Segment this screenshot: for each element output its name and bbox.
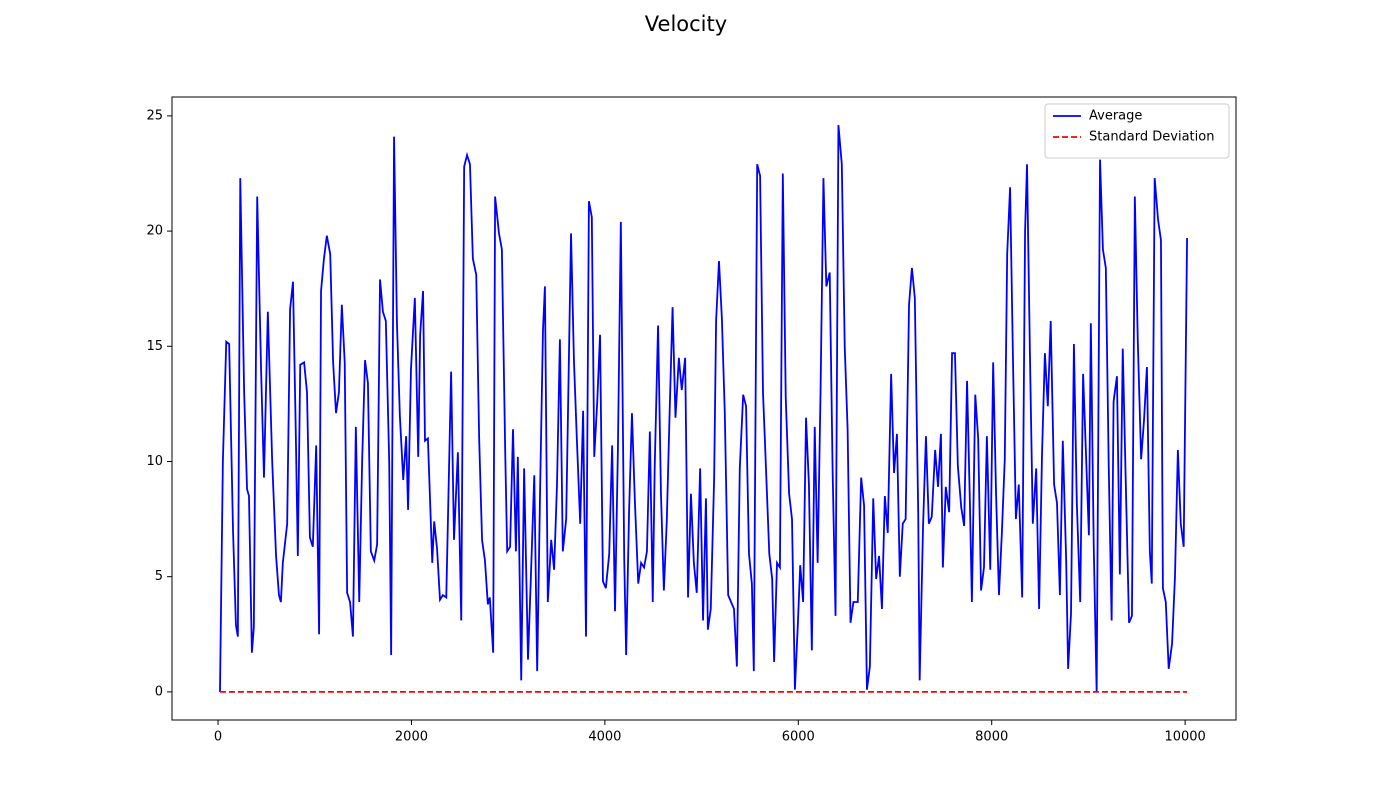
legend-label: Average bbox=[1089, 109, 1142, 124]
x-tick-label: 8000 bbox=[975, 730, 1008, 745]
x-tick-label: 10000 bbox=[1164, 730, 1205, 745]
y-tick-label: 15 bbox=[146, 339, 163, 354]
x-tick-label: 2000 bbox=[395, 730, 428, 745]
y-tick-label: 0 bbox=[155, 684, 163, 699]
legend-box bbox=[1044, 103, 1230, 159]
chart-title: Velocity bbox=[645, 12, 727, 36]
legend-label: Standard Deviation bbox=[1089, 130, 1214, 145]
plot-frame bbox=[171, 96, 1237, 721]
x-tick-label: 4000 bbox=[588, 730, 621, 745]
x-tick-label: 0 bbox=[214, 730, 222, 745]
y-tick-label: 20 bbox=[146, 224, 163, 239]
y-tick-label: 25 bbox=[146, 108, 163, 123]
y-tick-label: 10 bbox=[146, 454, 163, 469]
series-line bbox=[219, 125, 1188, 692]
y-tick-label: 5 bbox=[155, 569, 163, 584]
x-tick-label: 6000 bbox=[782, 730, 815, 745]
